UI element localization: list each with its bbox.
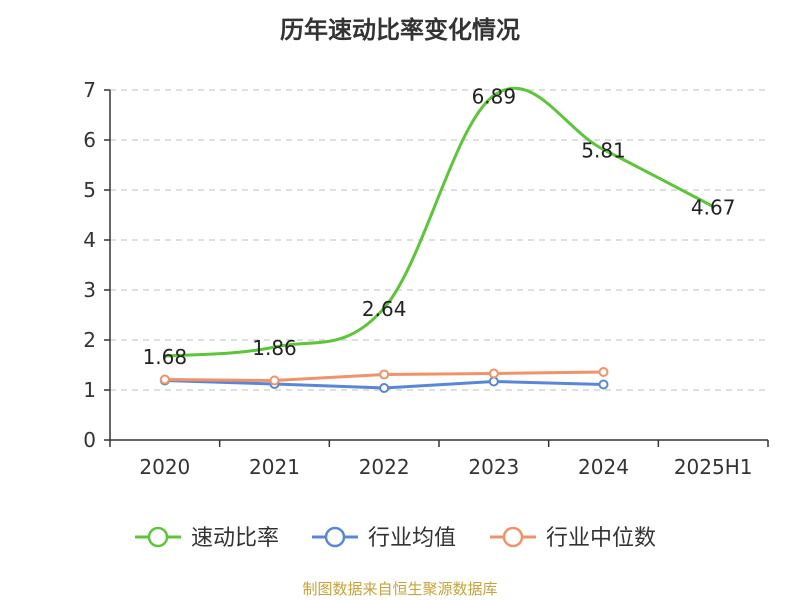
x-tick-label: 2023	[468, 455, 519, 479]
legend-item-1[interactable]: 行业均值	[312, 526, 456, 551]
series-line-0	[163, 86, 715, 358]
data-labels: 1.68 1.86 2.64 6.89 5.81 4.67	[143, 85, 736, 370]
y-tick-label: 2	[83, 328, 96, 352]
x-tick-label: 2025H1	[674, 455, 753, 479]
legend[interactable]: 速动比率 行业均值 行业中位数	[135, 526, 656, 551]
x-tick-label: 2022	[359, 455, 410, 479]
x-tick-label: 2020	[139, 455, 190, 479]
legend-item-2[interactable]: 行业中位数	[490, 526, 656, 551]
y-tick-label: 3	[83, 278, 96, 302]
legend-marker-icon	[502, 526, 524, 548]
data-label: 2.64	[362, 297, 407, 321]
legend-label: 速动比率	[191, 526, 279, 551]
axes: 0 1 2 3 4 5 6 7 2020 2021 2022 2023 2024 2025H1	[83, 78, 769, 479]
data-point	[379, 383, 390, 393]
data-point	[159, 374, 170, 385]
data-label: 5.81	[581, 139, 626, 163]
data-label: 1.86	[252, 336, 297, 360]
data-point	[269, 375, 280, 386]
legend-label: 行业均值	[368, 526, 456, 551]
source-note: 制图数据来自恒生聚源数据库	[302, 580, 498, 598]
legend-marker-icon	[147, 526, 169, 548]
data-label: 4.67	[691, 196, 736, 220]
y-tick-label: 4	[83, 228, 96, 252]
y-tick-label: 1	[83, 378, 96, 402]
y-tick-label: 7	[83, 78, 96, 102]
data-point	[598, 379, 609, 390]
chart-title: 历年速动比率变化情况	[280, 16, 520, 44]
grid-lines	[110, 89, 768, 391]
data-point	[488, 368, 499, 379]
data-point	[488, 376, 499, 387]
data-point	[598, 367, 609, 377]
data-label: 1.68	[143, 345, 188, 369]
legend-label: 行业中位数	[546, 526, 656, 551]
x-tick-label: 2021	[249, 455, 300, 479]
series-lines	[159, 86, 715, 393]
y-tick-label: 5	[83, 178, 96, 202]
x-tick-label: 2024	[578, 455, 629, 479]
y-tick-label: 6	[83, 128, 96, 152]
data-point	[379, 369, 390, 380]
data-label: 6.89	[472, 85, 517, 109]
y-tick-label: 0	[83, 428, 96, 452]
legend-item-0[interactable]: 速动比率	[135, 526, 279, 551]
legend-marker-icon	[324, 526, 346, 548]
